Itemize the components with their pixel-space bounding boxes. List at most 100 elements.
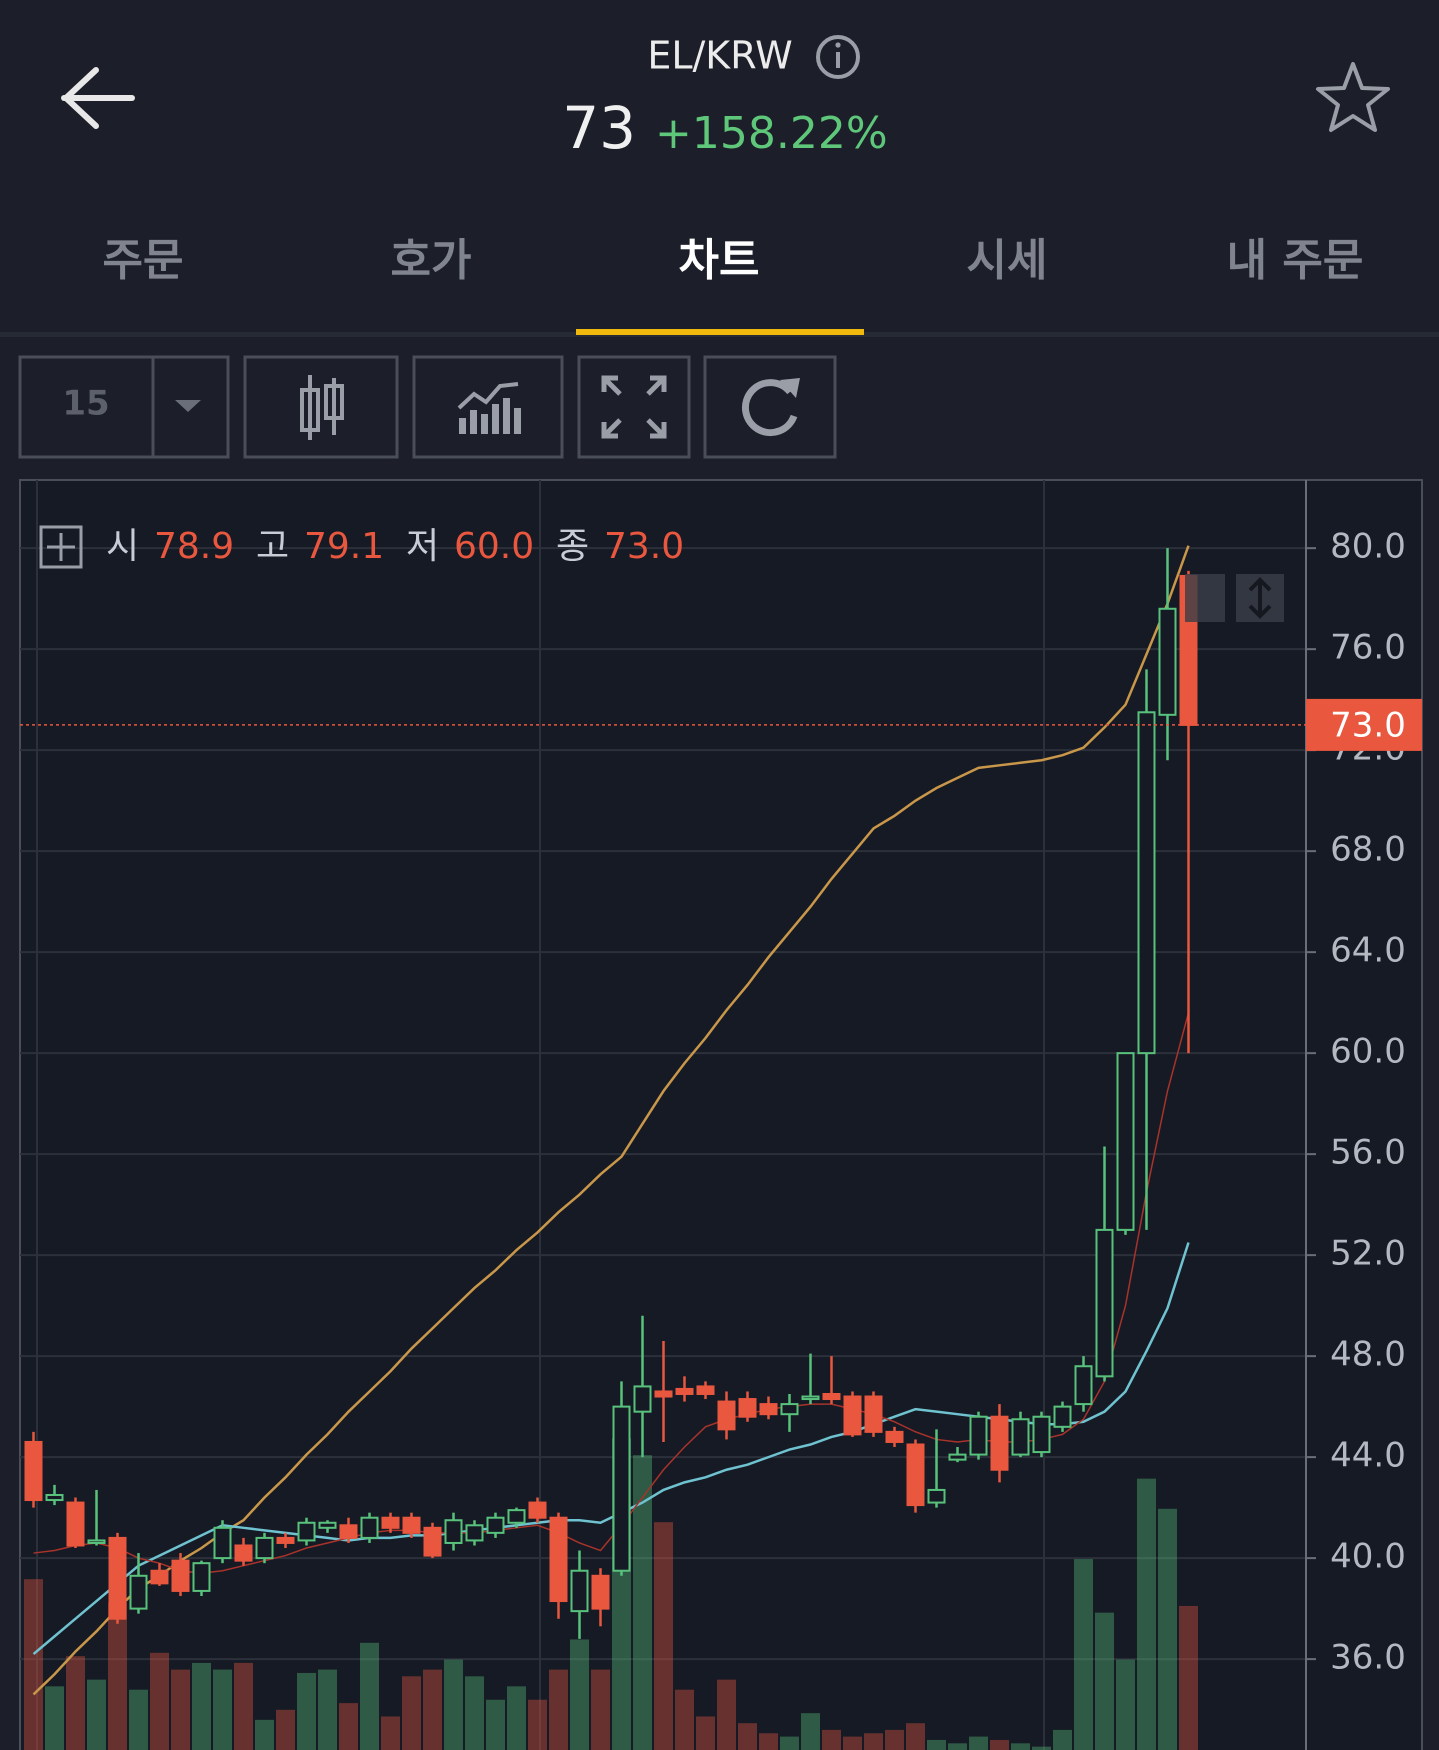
ohlc-value: 78.9	[154, 526, 234, 567]
interval-select[interactable]	[18, 355, 230, 459]
volume-bar	[1137, 1478, 1156, 1750]
volume-bar	[213, 1669, 232, 1750]
tab[interactable]: 내 주문	[1227, 235, 1364, 286]
volume-bar	[1179, 1605, 1198, 1750]
candle-type-button[interactable]	[243, 355, 399, 459]
y-tick-label: 40.0	[1330, 1537, 1406, 1577]
candle-body	[108, 1536, 127, 1620]
volume-bar	[66, 1656, 85, 1750]
volume-bar	[864, 1733, 883, 1750]
candle-body	[486, 1516, 505, 1534]
candle-body	[1116, 1052, 1135, 1231]
y-tick-label: 56.0	[1330, 1133, 1406, 1173]
candle-body	[927, 1488, 946, 1504]
volume-bar	[969, 1736, 988, 1750]
candle-body	[360, 1516, 379, 1539]
candle-body	[801, 1395, 820, 1401]
candle-body	[339, 1524, 358, 1539]
candle-body	[696, 1385, 715, 1395]
candle-body	[570, 1569, 589, 1613]
tab[interactable]: 호가	[391, 235, 472, 286]
candle-body	[612, 1405, 631, 1572]
volume-bar	[234, 1662, 253, 1750]
candle-body	[948, 1453, 967, 1461]
candle-body	[1053, 1405, 1072, 1428]
back-button[interactable]	[61, 67, 135, 129]
volume-bar	[1032, 1746, 1051, 1750]
candle-body	[444, 1519, 463, 1544]
volume-bar	[591, 1669, 610, 1750]
volume-bar	[507, 1686, 526, 1750]
ohlc-value: 60.0	[454, 526, 534, 567]
y-tick-label: 44.0	[1330, 1436, 1406, 1476]
volume-bar	[444, 1659, 463, 1750]
candle-body	[465, 1524, 484, 1542]
candle-icon	[300, 375, 344, 440]
ohlc-label: 종	[556, 526, 589, 567]
info-icon[interactable]	[816, 35, 860, 79]
candle-body	[717, 1400, 736, 1431]
refresh-button[interactable]	[703, 355, 837, 459]
volume-bar	[171, 1669, 190, 1750]
candle-body	[1011, 1418, 1030, 1456]
candle-body	[906, 1443, 925, 1507]
candle-body	[1158, 607, 1177, 716]
fullscreen-icon	[601, 375, 667, 439]
refresh-icon	[741, 378, 800, 437]
last-price-box	[1306, 698, 1422, 751]
volume-bar	[45, 1686, 64, 1750]
candle-body	[192, 1562, 211, 1592]
volume-bar	[1011, 1743, 1030, 1750]
candle-body	[213, 1526, 232, 1560]
price-change: +158.22%	[655, 108, 888, 159]
candle-body	[591, 1574, 610, 1610]
candle-body	[759, 1403, 778, 1416]
tab[interactable]: 주문	[103, 235, 184, 286]
volume-bar	[423, 1669, 442, 1750]
volume-bar	[717, 1679, 736, 1750]
dropdown-arrow	[175, 400, 201, 412]
ohlc-value: 79.1	[304, 526, 384, 567]
volume-bar	[360, 1642, 379, 1750]
price: 73	[562, 94, 636, 162]
volume-bar	[780, 1736, 799, 1750]
crosshair-toggle[interactable]	[39, 525, 83, 569]
scale-arrows	[1248, 577, 1272, 619]
fullscreen-button[interactable]	[577, 355, 691, 459]
candle-body	[1032, 1415, 1051, 1454]
candle-body	[1074, 1365, 1093, 1406]
candle-body	[633, 1385, 652, 1413]
candle-body	[549, 1516, 568, 1603]
candle-body	[969, 1415, 988, 1456]
tab[interactable]: 시세	[967, 235, 1048, 286]
y-tick-label: 64.0	[1330, 931, 1406, 971]
active-tab-indicator	[576, 329, 864, 335]
volume-bar	[990, 1739, 1009, 1750]
volume-bar	[843, 1736, 862, 1750]
volume-bar	[570, 1639, 589, 1750]
volume-bar	[948, 1743, 967, 1750]
candle-body	[87, 1539, 106, 1544]
ohlc-label: 저	[406, 526, 439, 567]
candle-body	[66, 1501, 85, 1547]
candle-body	[654, 1390, 673, 1398]
plus-sign	[47, 533, 75, 561]
volume-bar	[24, 1579, 43, 1750]
y-tick-label: 68.0	[1330, 830, 1406, 870]
candle-body	[675, 1387, 694, 1395]
volume-bar	[906, 1723, 925, 1750]
volume-bar	[738, 1723, 757, 1750]
candle-body	[885, 1430, 904, 1443]
candle-body	[150, 1569, 169, 1585]
indicator-button[interactable]	[412, 355, 564, 459]
interval-label: 15	[62, 384, 109, 424]
volume-bar	[87, 1679, 106, 1750]
indicator-icon	[457, 382, 521, 434]
candle-body	[171, 1559, 190, 1592]
tab[interactable]: 차트	[679, 235, 760, 286]
volume-bar	[822, 1729, 841, 1750]
favorite-star[interactable]	[1316, 62, 1390, 132]
volume-bar	[150, 1652, 169, 1750]
